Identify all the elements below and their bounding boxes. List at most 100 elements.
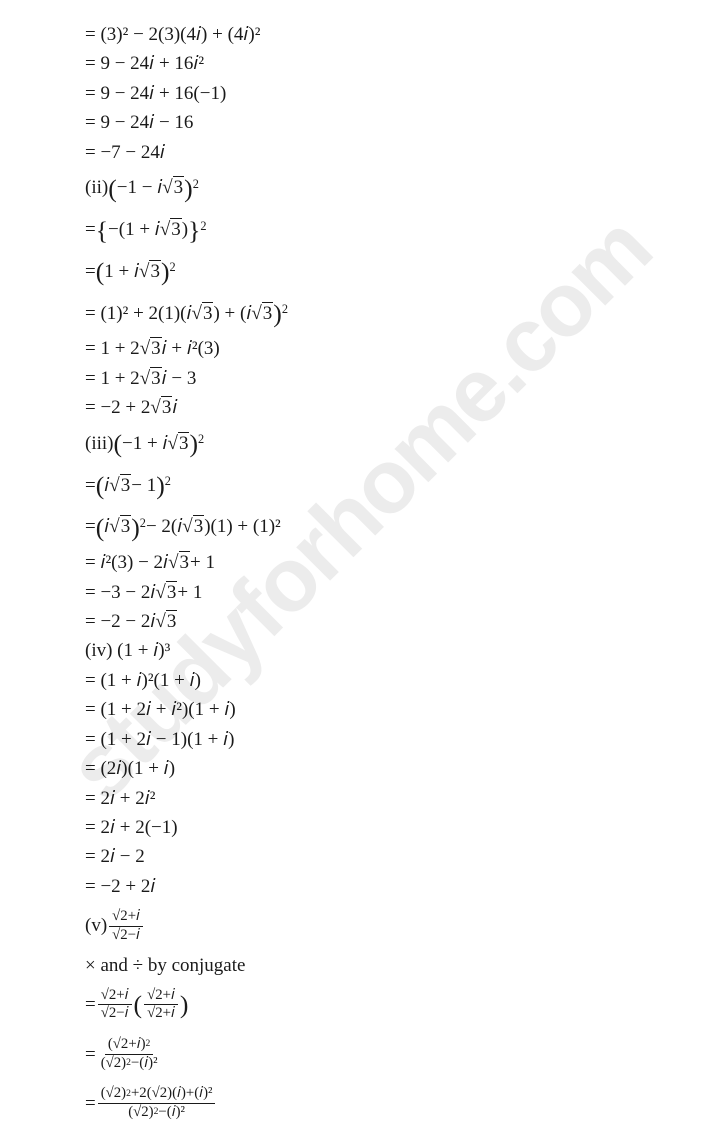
txt: =	[85, 1089, 96, 1118]
paren: )	[131, 508, 140, 548]
paren: (	[96, 508, 105, 548]
paren: )	[189, 424, 198, 464]
numerator: (√2)2+2(√2)(𝑖)+(𝑖)²	[98, 1085, 216, 1104]
eq-line: = (√2)2+2(√2)(𝑖)+(𝑖)² (√2)2−(𝑖)²	[85, 1079, 720, 1128]
sqrt-icon: √3	[182, 512, 204, 541]
eq-line: = 𝑖²(3) − 2𝑖√3 + 1	[85, 548, 720, 577]
math-content: = (3)² − 2(3)(4𝑖) + (4𝑖)² = 9 − 24𝑖 + 16…	[0, 0, 720, 1128]
paren: (	[96, 252, 105, 292]
eq-line-v: (v) √2+𝑖 √2−𝑖	[85, 901, 720, 950]
paren: )	[184, 169, 193, 209]
eq-line: = (1 + 2𝑖 − 1)(1 + 𝑖)	[85, 725, 720, 754]
txt: − 1	[131, 471, 156, 500]
eq-line: = 2𝑖 + 2(−1)	[85, 813, 720, 842]
eq-line: = (𝑖√3)2 − 2(𝑖√3)(1) + (1)²	[85, 506, 720, 548]
eq-line: × and ÷ by conjugate	[85, 951, 720, 980]
brace: }	[188, 211, 200, 251]
txt: −1 + 𝑖	[122, 429, 167, 458]
sup: 2	[169, 258, 175, 277]
paren: )	[273, 294, 282, 334]
txt: −(1 + 𝑖	[108, 215, 160, 244]
denominator: √2−𝑖	[98, 1005, 132, 1023]
sqrt-icon: √3	[168, 548, 190, 577]
txt: = 1 + 2	[85, 334, 140, 363]
numerator: √2+𝑖	[98, 987, 132, 1006]
label: (ii)	[85, 173, 108, 202]
eq-line: = 2𝑖 + 2𝑖²	[85, 784, 720, 813]
sqrt-icon: √3	[150, 393, 172, 422]
sqrt-icon: √3	[140, 334, 162, 363]
sqrt-icon: √3	[168, 429, 190, 458]
txt: =	[85, 990, 96, 1019]
sup: 2	[200, 217, 206, 236]
eq-line: = (√2+𝑖)2 (√2)2−(𝑖)²	[85, 1030, 720, 1079]
txt: = −2 − 2𝑖	[85, 607, 155, 636]
paren: )	[180, 985, 189, 1025]
sup: 2	[282, 300, 288, 319]
numerator: √2+𝑖	[144, 987, 178, 1006]
txt: =	[85, 257, 96, 286]
eq-line: = 1 + 2√3𝑖 + 𝑖²(3)	[85, 334, 720, 363]
txt: + 1	[177, 578, 202, 607]
sqrt-icon: √3	[109, 512, 131, 541]
txt: = 1 + 2	[85, 364, 140, 393]
sqrt-icon: √3	[192, 299, 214, 328]
brace: {	[96, 211, 108, 251]
eq-line: = (𝑖√3 − 1)2	[85, 464, 720, 506]
txt: − 2(𝑖	[146, 512, 182, 541]
eq-line: = (1)² + 2(1)(𝑖√3) + (𝑖√3)2	[85, 293, 720, 335]
denominator: (√2)2−(𝑖)²	[98, 1055, 161, 1073]
fraction: (√2)2+2(√2)(𝑖)+(𝑖)² (√2)2−(𝑖)²	[98, 1085, 216, 1122]
txt: = 𝑖²(3) − 2𝑖	[85, 548, 168, 577]
sqrt-icon: √3	[139, 257, 161, 286]
sqrt-icon: √3	[251, 299, 273, 328]
sup: 2	[140, 514, 146, 533]
sqrt-icon: √3	[140, 364, 162, 393]
txt: )(1) + (1)²	[204, 512, 281, 541]
eq-line-iii: (iii) (−1 + 𝑖√3)2	[85, 423, 720, 465]
label: (iii)	[85, 429, 114, 458]
sqrt-icon: √3	[160, 215, 182, 244]
numerator: (√2+𝑖)2	[105, 1036, 153, 1055]
fraction: √2+𝑖 √2−𝑖	[109, 908, 143, 945]
eq-line: = (1 + 2𝑖 + 𝑖²)(1 + 𝑖)	[85, 695, 720, 724]
sup: 2	[193, 175, 199, 194]
denominator: (√2)2−(𝑖)²	[125, 1104, 188, 1122]
paren: (	[134, 985, 143, 1025]
eq-line: = (2𝑖)(1 + 𝑖)	[85, 754, 720, 783]
eq-line: = −3 − 2𝑖√3 + 1	[85, 578, 720, 607]
txt: =	[85, 215, 96, 244]
eq-line: = {−(1 + 𝑖√3)}2	[85, 209, 720, 251]
eq-line: = 1 + 2√3𝑖 − 3	[85, 364, 720, 393]
denominator: √2+𝑖	[144, 1005, 178, 1023]
txt: ) + (𝑖	[213, 299, 251, 328]
sqrt-icon: √3	[155, 578, 177, 607]
label: (v)	[85, 911, 107, 940]
denominator: √2−𝑖	[109, 927, 143, 945]
paren: )	[161, 252, 170, 292]
sqrt-icon: √3	[162, 173, 184, 202]
numerator: √2+𝑖	[109, 908, 143, 927]
eq-line: = (1 + 𝑖√3)2	[85, 251, 720, 293]
txt: = −3 − 2𝑖	[85, 578, 155, 607]
paren: )	[156, 466, 165, 506]
eq-line: = −2 + 2√3𝑖	[85, 393, 720, 422]
eq-line-iv: (iv) (1 + 𝑖)³	[85, 636, 720, 665]
txt: =	[85, 1040, 96, 1069]
txt: 𝑖 − 3	[162, 364, 197, 393]
eq-line-ii: (ii) (−1 − 𝑖√3)2	[85, 167, 720, 209]
txt: 𝑖	[172, 393, 177, 422]
fraction: (√2+𝑖)2 (√2)2−(𝑖)²	[98, 1036, 161, 1073]
paren: (	[96, 466, 105, 506]
eq-line: = 2𝑖 − 2	[85, 842, 720, 871]
eq-line: = −2 − 2𝑖√3	[85, 607, 720, 636]
txt: =	[85, 512, 96, 541]
eq-line: = (1 + 𝑖)²(1 + 𝑖)	[85, 666, 720, 695]
sqrt-icon: √3	[155, 607, 177, 636]
txt: 1 + 𝑖	[104, 257, 139, 286]
eq-line: = (3)² − 2(3)(4𝑖) + (4𝑖)²	[85, 20, 720, 49]
eq-line: = √2+𝑖 √2−𝑖 ( √2+𝑖 √2+𝑖 )	[85, 980, 720, 1029]
txt: −1 − 𝑖	[117, 173, 162, 202]
txt: = −2 + 2	[85, 393, 150, 422]
sqrt-icon: √3	[109, 471, 131, 500]
